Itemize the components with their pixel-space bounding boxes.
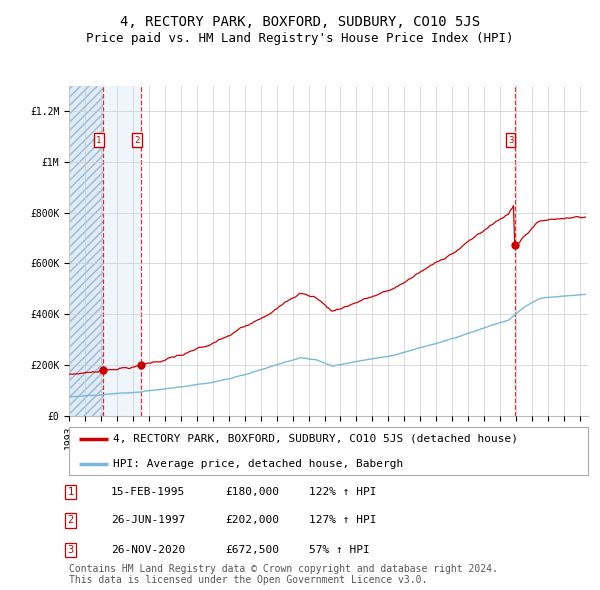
Text: 1: 1 [96,136,101,145]
Text: 3: 3 [508,136,513,145]
Text: 15-FEB-1995: 15-FEB-1995 [111,487,185,497]
Text: 26-NOV-2020: 26-NOV-2020 [111,545,185,555]
FancyBboxPatch shape [69,427,588,475]
Text: HPI: Average price, detached house, Babergh: HPI: Average price, detached house, Babe… [113,459,403,469]
Text: 4, RECTORY PARK, BOXFORD, SUDBURY, CO10 5JS (detached house): 4, RECTORY PARK, BOXFORD, SUDBURY, CO10 … [113,434,518,444]
Text: £202,000: £202,000 [225,516,279,525]
Bar [69,86,103,416]
Text: 57% ↑ HPI: 57% ↑ HPI [309,545,370,555]
Bar [103,86,141,416]
Bar [69,86,103,416]
Text: Contains HM Land Registry data © Crown copyright and database right 2024.
This d: Contains HM Land Registry data © Crown c… [69,563,498,585]
Text: £672,500: £672,500 [225,545,279,555]
Text: 4, RECTORY PARK, BOXFORD, SUDBURY, CO10 5JS: 4, RECTORY PARK, BOXFORD, SUDBURY, CO10 … [120,15,480,30]
Text: Price paid vs. HM Land Registry's House Price Index (HPI): Price paid vs. HM Land Registry's House … [86,32,514,45]
Text: 3: 3 [68,545,74,555]
Text: £180,000: £180,000 [225,487,279,497]
Text: 26-JUN-1997: 26-JUN-1997 [111,516,185,525]
Text: 122% ↑ HPI: 122% ↑ HPI [309,487,377,497]
Text: 1: 1 [68,487,74,497]
Text: 127% ↑ HPI: 127% ↑ HPI [309,516,377,525]
Text: 2: 2 [134,136,139,145]
Text: 2: 2 [68,516,74,525]
